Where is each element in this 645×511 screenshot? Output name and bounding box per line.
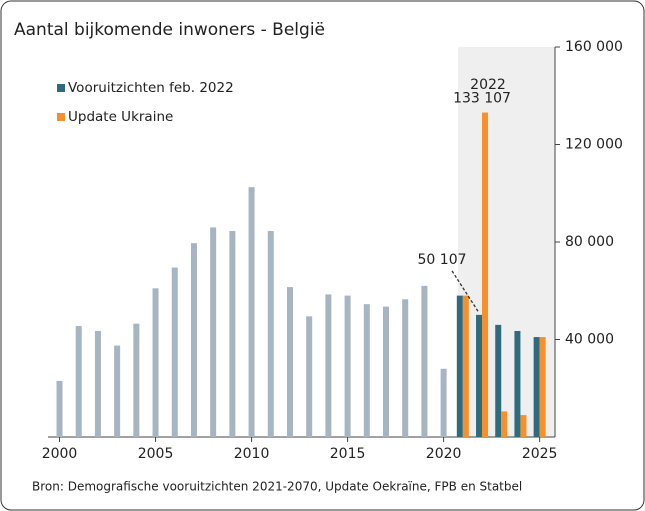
bar — [190, 243, 197, 437]
bar — [539, 337, 546, 437]
bar — [514, 330, 521, 437]
bar — [421, 285, 428, 437]
bar — [152, 288, 159, 437]
bar — [462, 295, 469, 437]
bar — [383, 306, 389, 437]
legend-label: Vooruitzichten feb. 2022 — [68, 80, 234, 96]
bar — [344, 295, 351, 437]
chart-title: Aantal bijkomende inwoners - België — [14, 20, 325, 40]
x-tick-label: 2010 — [234, 446, 270, 462]
y-tick-label: 160 000 — [565, 39, 623, 55]
x-tick-label: 2005 — [138, 446, 174, 462]
bar — [210, 227, 217, 437]
y-tick-label: 80 000 — [565, 234, 614, 250]
bar — [363, 304, 370, 437]
source-note: Bron: Demografische vooruitzichten 2021-… — [32, 480, 522, 494]
bar — [94, 330, 101, 437]
legend-label: Update Ukraine — [68, 109, 173, 125]
x-tick-label: 2000 — [42, 446, 78, 462]
bar — [248, 187, 255, 437]
bar — [325, 294, 332, 437]
bar — [133, 323, 140, 437]
bar — [75, 326, 82, 437]
bar — [56, 380, 63, 437]
bar — [306, 316, 313, 437]
bar — [171, 267, 178, 437]
bar — [440, 368, 447, 437]
x-tick-label: 2025 — [522, 446, 558, 462]
bar — [286, 287, 293, 437]
bar — [267, 231, 274, 437]
bar — [495, 324, 502, 437]
data-label: 50 107 — [418, 252, 467, 268]
y-tick-label: 40 000 — [565, 332, 614, 348]
x-tick-label: 2015 — [330, 446, 366, 462]
bar — [229, 231, 236, 437]
annotation: 2022 — [470, 77, 506, 93]
legend-swatch — [57, 113, 65, 121]
bar — [533, 337, 540, 437]
bar — [456, 295, 463, 437]
bar — [402, 299, 409, 437]
x-tick-label: 2020 — [426, 446, 462, 462]
leader-line — [451, 270, 480, 314]
bar — [114, 345, 121, 437]
data-label: 133 107 — [453, 91, 511, 107]
bar — [482, 112, 489, 437]
bar — [520, 415, 527, 437]
bar — [501, 411, 508, 437]
y-tick-label: 120 000 — [565, 137, 623, 153]
bar — [476, 314, 483, 437]
legend-swatch — [57, 84, 65, 92]
